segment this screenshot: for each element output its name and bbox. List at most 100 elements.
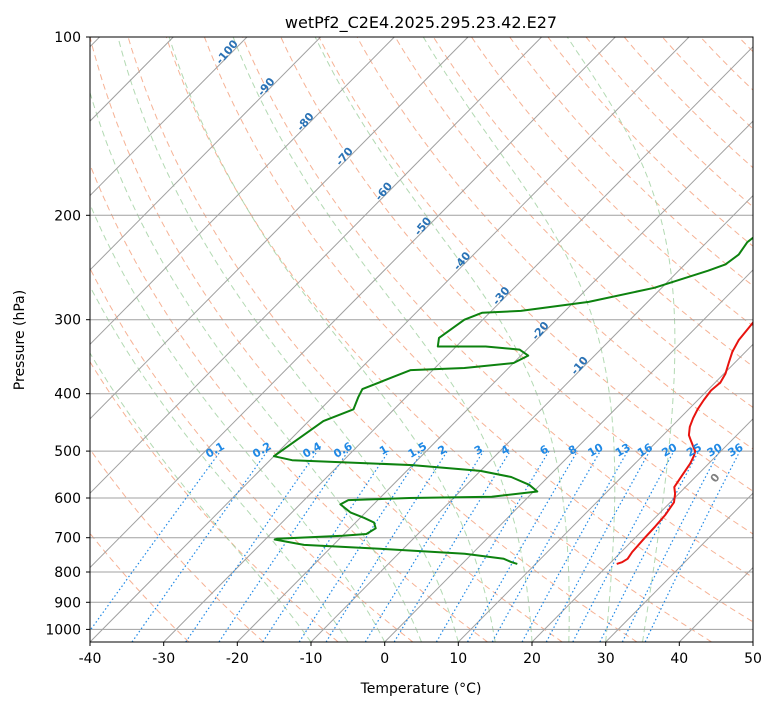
y-tick-label: 300 xyxy=(54,313,81,329)
mixing-ratio-line xyxy=(621,450,720,642)
mixing-ratio-label: 10 xyxy=(586,441,606,460)
dry-adiabat-label: -50 xyxy=(412,214,435,238)
dry-adiabat xyxy=(90,37,563,642)
y-tick-label: 200 xyxy=(54,208,81,224)
x-tick-label: 10 xyxy=(449,651,467,667)
isotherm xyxy=(605,492,753,642)
dry-adiabat xyxy=(203,37,753,623)
x-tick-label: -10 xyxy=(300,651,323,667)
dry-adiabat-label: -10 xyxy=(568,354,591,378)
x-tick-label: 0 xyxy=(380,651,389,667)
isotherm xyxy=(678,566,753,642)
isotherm xyxy=(90,37,690,642)
y-tick-label: 600 xyxy=(54,491,81,507)
dry-adiabat xyxy=(90,448,264,642)
mixing-ratio-label: 8 xyxy=(566,443,579,458)
dry-adiabat xyxy=(90,267,414,642)
dry-adiabat xyxy=(432,37,753,368)
mixing-ratio-line xyxy=(218,450,349,642)
isotherm xyxy=(90,37,616,569)
mixing-ratio-line xyxy=(185,450,318,642)
mixing-ratio-label: 6 xyxy=(538,442,551,457)
y-tick-label: 900 xyxy=(54,595,81,611)
mixing-ratio-label: 16 xyxy=(635,441,655,460)
y-tick-label: 1000 xyxy=(45,622,81,638)
dry-adiabat xyxy=(90,360,339,642)
mixing-ratio-line xyxy=(364,450,485,642)
dry-adiabat xyxy=(738,37,753,53)
mixing-ratio-line xyxy=(521,450,629,642)
mixing-ratio-label: 0.4 xyxy=(300,439,324,460)
dry-adiabat-label: -100 xyxy=(213,37,241,67)
isotherm xyxy=(90,37,395,346)
moist-adiabat xyxy=(566,37,676,642)
mixing-ratio-label: 25 xyxy=(684,441,704,460)
dewpoint-profile-line xyxy=(272,236,753,565)
mixing-ratio-line xyxy=(325,450,448,642)
isotherm xyxy=(531,418,753,642)
mixing-ratio-line xyxy=(90,450,221,632)
mixing-ratio-label: 13 xyxy=(613,441,633,460)
isotherm xyxy=(457,343,753,642)
dry-adiabat xyxy=(127,37,638,642)
y-tick-label: 500 xyxy=(54,444,81,460)
isotherm xyxy=(236,120,753,642)
mixing-ratio-label: 4 xyxy=(499,442,512,457)
moist-adiabat xyxy=(168,37,496,642)
dry-adiabat-label: -40 xyxy=(451,249,474,273)
dry-adiabat xyxy=(471,37,753,327)
dry-adiabat xyxy=(394,37,753,409)
dry-adiabat xyxy=(280,37,753,535)
y-tick-label: 100 xyxy=(54,30,81,46)
chart-title: wetPf2_C2E4.2025.295.23.42.E27 xyxy=(285,13,557,33)
dry-adiabat xyxy=(318,37,753,492)
plot-area: 0.1 0.2 0.4 0.6 1 1.5 2 3 4 6 8 10 13 16 20 25 30 36-100-… xyxy=(90,37,753,642)
mixing-ratio-line xyxy=(131,450,268,642)
x-tick-label: -20 xyxy=(226,651,249,667)
mixing-ratio-line xyxy=(491,450,601,642)
dry-adiabat xyxy=(165,37,712,642)
mixing-ratio-line xyxy=(572,450,675,642)
y-axis-label: Pressure (hPa) xyxy=(12,290,28,390)
mixing-ratio-label: 3 xyxy=(472,443,485,458)
mixing-ratio-line xyxy=(545,450,651,642)
dry-adiabat-label: -70 xyxy=(333,145,356,169)
isotherm xyxy=(384,269,753,642)
moist-adiabat xyxy=(90,352,312,642)
x-tick-label: -40 xyxy=(79,651,102,667)
plot-frame xyxy=(89,36,754,643)
mixing-ratio-line xyxy=(393,450,511,642)
moist-adiabat xyxy=(117,37,459,642)
mixing-ratio-label: 0.6 xyxy=(331,439,355,460)
y-tick-label: 800 xyxy=(54,565,81,581)
mixing-ratio-label: 1 xyxy=(377,443,390,458)
isotherm xyxy=(90,37,542,494)
dry-adiabat xyxy=(356,37,753,450)
dry-adiabat xyxy=(661,37,753,130)
x-axis-label: Temperature (°C) xyxy=(360,681,482,697)
y-tick-label: 700 xyxy=(54,531,81,547)
isotherm xyxy=(90,37,248,197)
x-tick-label: 40 xyxy=(670,651,688,667)
x-tick-label: 20 xyxy=(523,651,541,667)
temperature-profile-line xyxy=(616,320,753,565)
x-tick-label: 30 xyxy=(597,651,615,667)
y-tick-label: 400 xyxy=(54,387,81,403)
moist-adiabat xyxy=(422,37,616,642)
dry-adiabat-label: -80 xyxy=(294,110,317,134)
moist-adiabat xyxy=(90,203,386,642)
dry-adiabat-label: -60 xyxy=(372,179,395,203)
mixing-ratio-label: 30 xyxy=(705,441,725,460)
moist-adiabat xyxy=(232,37,533,642)
x-tick-label: -30 xyxy=(152,651,175,667)
isotherm xyxy=(310,194,753,642)
x-tick-label: 50 xyxy=(744,651,762,667)
mixing-ratio-line xyxy=(435,450,550,642)
mixing-ratio-label: 0.2 xyxy=(250,440,273,461)
mixing-ratio-label: 0.1 xyxy=(203,440,226,461)
dry-adiabat xyxy=(509,37,753,287)
mixing-ratio-label: 1.5 xyxy=(406,440,429,461)
isotherm xyxy=(163,45,753,642)
isotherm xyxy=(90,37,321,271)
